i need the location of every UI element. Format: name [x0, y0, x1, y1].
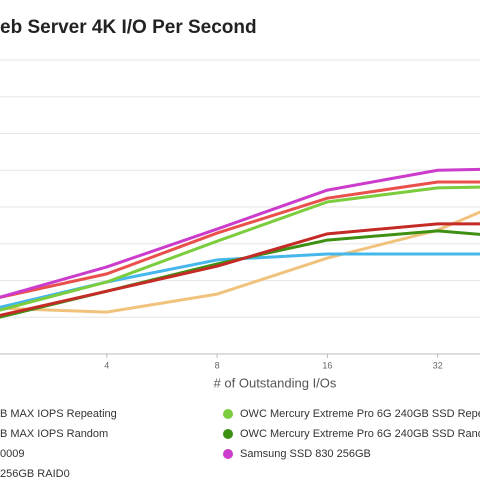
legend-label: B MAX IOPS Random: [0, 428, 108, 440]
legend-marker: [223, 449, 233, 459]
x-axis-label: # of Outstanding I/Os: [214, 375, 337, 390]
legend-label: B MAX IOPS Repeating: [0, 408, 117, 420]
legend-label: OWC Mercury Extreme Pro 6G 240GB SSD Rep…: [240, 408, 480, 420]
legend-marker: [223, 409, 233, 419]
legend-label: 256GB RAID0: [0, 468, 70, 480]
legend-label: Samsung SSD 830 256GB: [240, 448, 371, 460]
series-line: [0, 185, 480, 312]
legend-label: OWC Mercury Extreme Pro 6G 240GB SSD Ran…: [240, 428, 480, 440]
x-tick-label: 16: [322, 360, 332, 370]
legend-label: 0009: [0, 448, 24, 460]
legend-marker: [223, 429, 233, 439]
x-tick-label: 32: [433, 360, 443, 370]
x-tick-label: 8: [215, 360, 220, 370]
series-line: [0, 222, 480, 317]
series-line: [0, 180, 480, 299]
series-line: [0, 167, 480, 299]
x-tick-label: 4: [104, 360, 109, 370]
series-line: [0, 210, 480, 314]
chart-title: eb Server 4K I/O Per Second: [0, 17, 257, 38]
